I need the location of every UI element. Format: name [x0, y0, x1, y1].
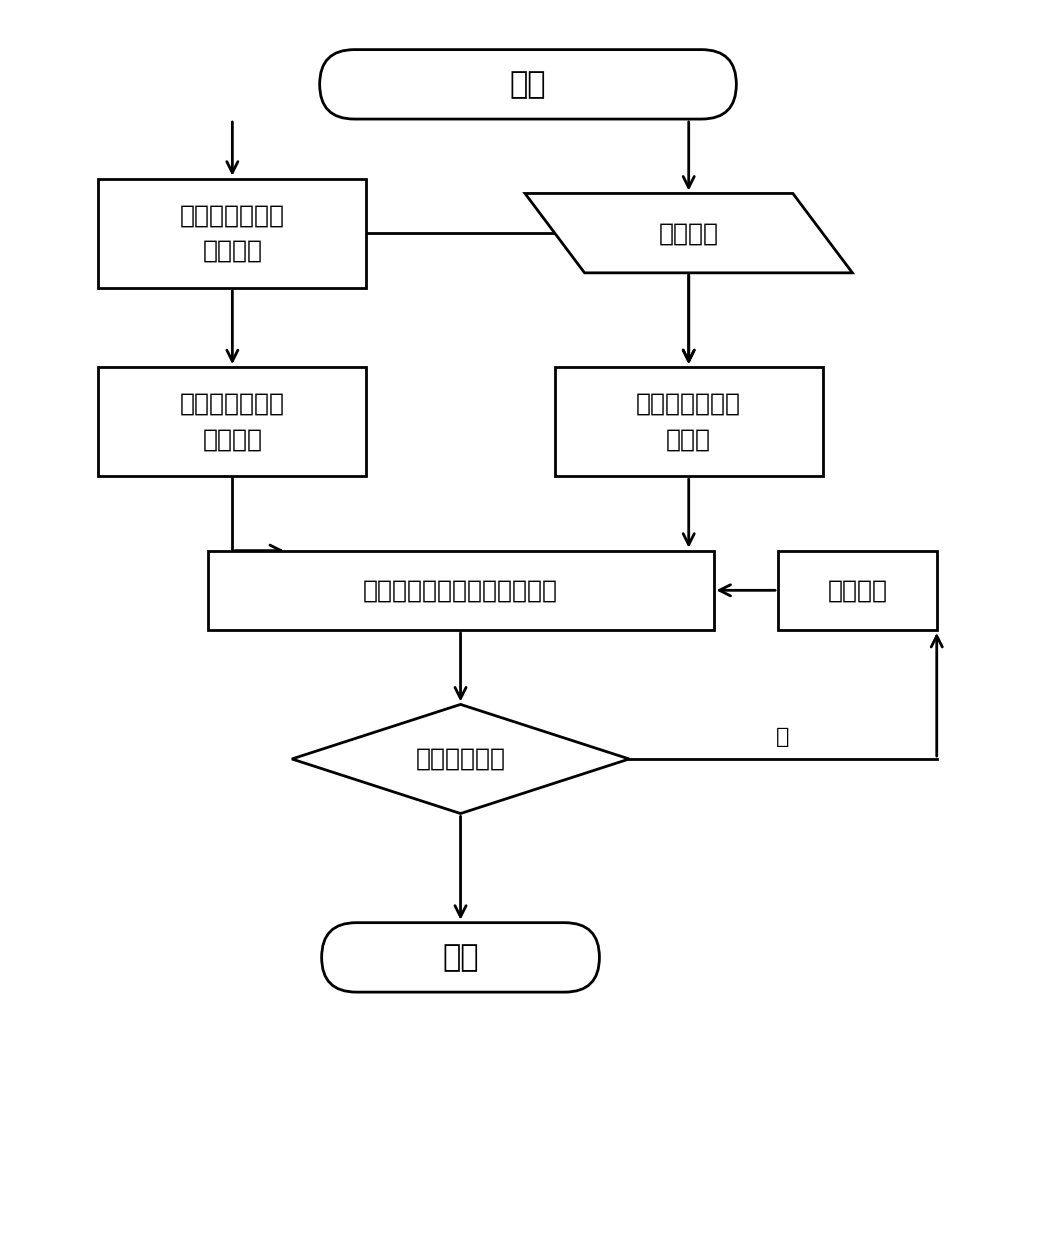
Text: 结果是否准确: 结果是否准确	[416, 747, 506, 771]
Text: 拥堵子网时序数
据处理: 拥堵子网时序数 据处理	[636, 392, 741, 452]
FancyBboxPatch shape	[320, 49, 736, 120]
Text: 开始: 开始	[510, 69, 546, 99]
Text: 结束: 结束	[442, 943, 478, 972]
FancyBboxPatch shape	[208, 550, 714, 630]
Text: 否: 否	[776, 726, 790, 747]
Polygon shape	[525, 194, 852, 273]
Polygon shape	[291, 704, 629, 813]
FancyBboxPatch shape	[322, 923, 600, 992]
Text: 构建城市交通复
合网模型: 构建城市交通复 合网模型	[180, 204, 285, 263]
FancyBboxPatch shape	[98, 368, 366, 476]
Text: 参数估计: 参数估计	[828, 578, 887, 602]
Text: 交通数据: 交通数据	[659, 222, 719, 246]
FancyBboxPatch shape	[778, 550, 937, 630]
FancyBboxPatch shape	[98, 179, 366, 288]
FancyBboxPatch shape	[554, 368, 823, 476]
Text: 构建元胞自动机状态转移函数: 构建元胞自动机状态转移函数	[363, 578, 558, 602]
Text: 设置元胞自动机
可变窗口: 设置元胞自动机 可变窗口	[180, 392, 285, 452]
